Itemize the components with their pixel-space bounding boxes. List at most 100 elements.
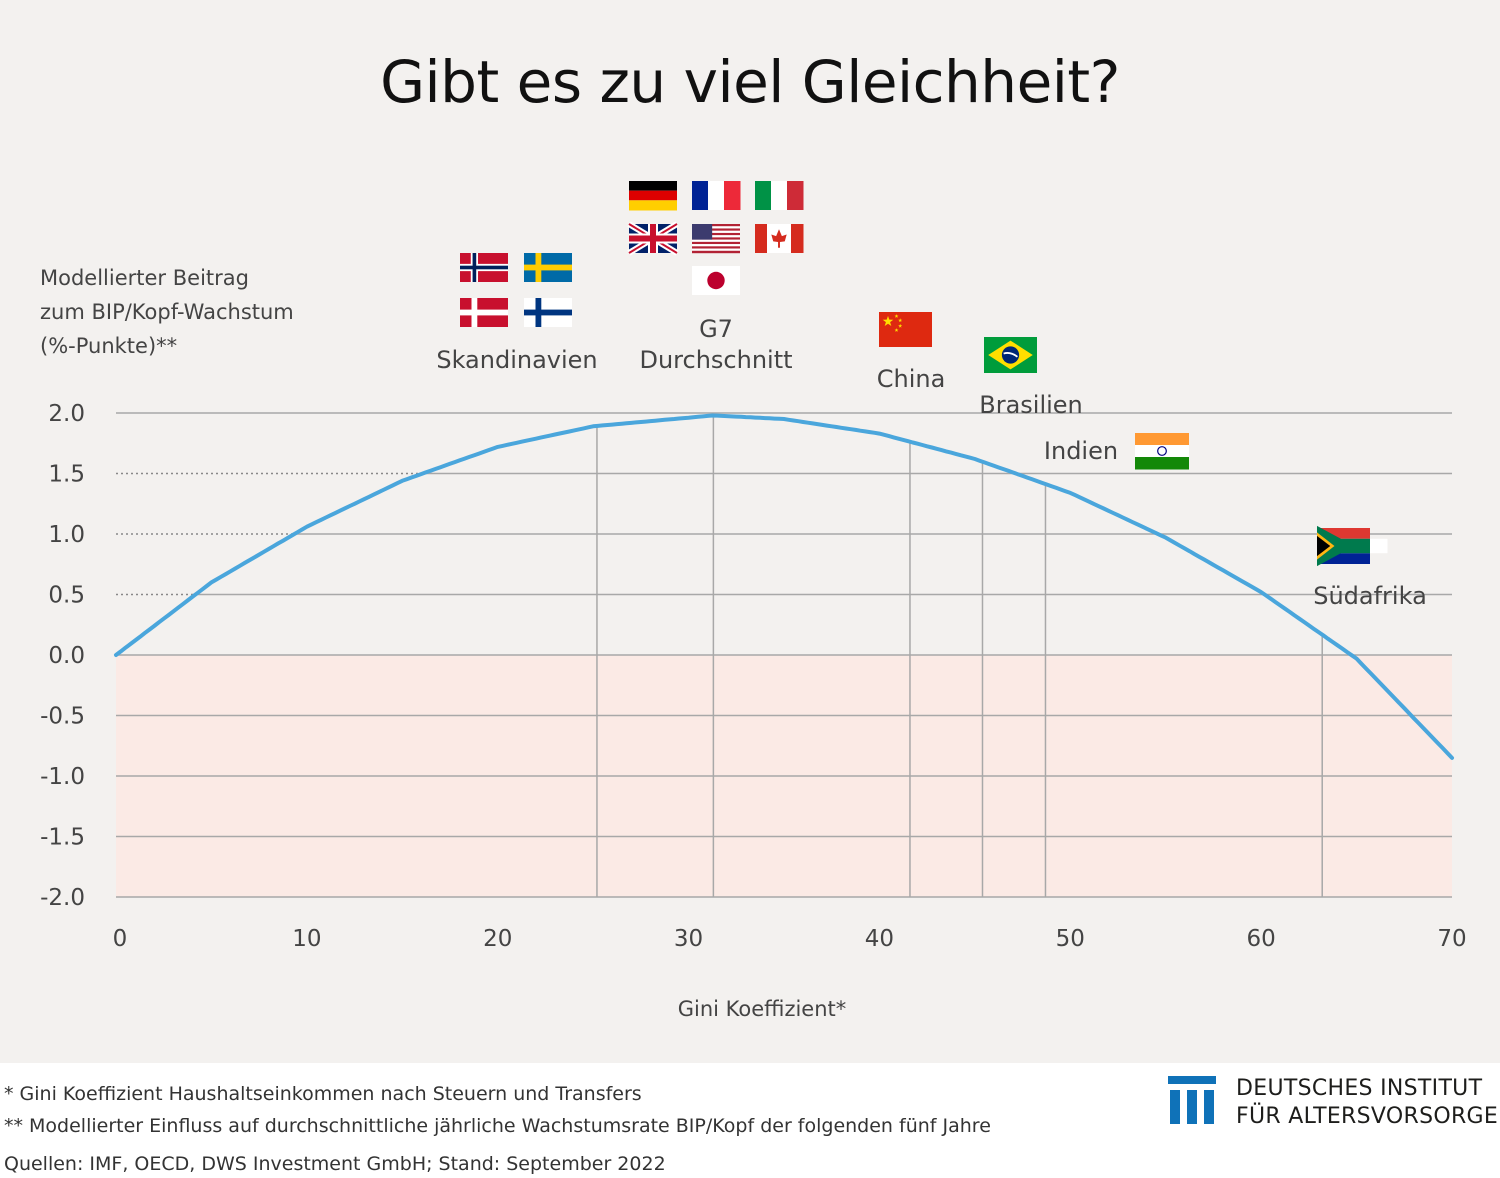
flag-part	[692, 241, 740, 245]
chart-svg: 2.0 1.5 1.0 0.5 0.0 -0.5 -1.0 -1.5 -2.0 0 10 20 30 40…	[40, 181, 1467, 1021]
flag-part	[692, 248, 740, 251]
indien-label: Indien	[1044, 437, 1118, 465]
flag-part	[755, 224, 767, 253]
y-tick-label: 0.5	[48, 583, 85, 609]
flag-part	[1317, 535, 1331, 557]
flag-part	[692, 235, 740, 238]
china-label: China	[877, 365, 946, 393]
g7-label-line-2: Durchschnitt	[639, 346, 792, 374]
x-tick-label: 50	[1056, 926, 1085, 952]
flag-part	[692, 226, 740, 229]
china-flag	[879, 312, 932, 347]
flag-part	[1317, 525, 1370, 567]
dia-logo-icon	[1168, 1076, 1216, 1124]
flag-part	[629, 200, 677, 211]
logo-text-line-1: DEUTSCHES INSTITUT	[1236, 1076, 1483, 1101]
flag-part	[629, 190, 677, 201]
flag-part	[692, 239, 740, 243]
france-flag	[692, 181, 741, 210]
japan-flag	[692, 266, 740, 295]
x-tick-label: 40	[865, 926, 894, 952]
x-tick-label: 0	[113, 926, 128, 952]
brasilien-label: Brasilien	[979, 391, 1083, 419]
flag-part	[879, 312, 932, 347]
flag-part	[1135, 433, 1189, 445]
y-axis-label-line-2: zum BIP/Kopf-Wachstum	[40, 300, 294, 324]
x-tick-label: 70	[1437, 926, 1466, 952]
suedafrika-label: Südafrika	[1313, 582, 1427, 610]
india-flag	[1135, 433, 1189, 470]
footnote-gini: * Gini Koeffizient Haushaltseinkommen na…	[4, 1083, 642, 1105]
y-axis-label-line-1: Modellierter Beitrag	[40, 266, 249, 290]
flag-part	[894, 314, 899, 318]
flag-part	[692, 244, 740, 247]
footnote-sources: Quellen: IMF, OECD, DWS Investment GmbH;…	[4, 1153, 666, 1175]
finland-flag	[524, 298, 572, 327]
flag-part	[692, 237, 740, 240]
flag-part	[787, 181, 804, 210]
y-tick-label: 1.0	[48, 522, 85, 548]
flag-part	[692, 246, 740, 249]
logo-text-line-2: FÜR ALTERSVORSORGE	[1236, 1104, 1499, 1129]
flag-part	[692, 250, 740, 254]
flag-part	[771, 229, 787, 248]
footnote-model: ** Modellierter Einfluss auf durchschnit…	[4, 1115, 991, 1137]
flag-part	[1157, 446, 1167, 456]
y-tick-label: 2.0	[48, 401, 85, 427]
flag-part	[708, 181, 724, 210]
south-africa-flag	[1317, 525, 1388, 567]
flag-part	[898, 318, 903, 323]
italy-flag	[755, 181, 804, 210]
flag-part	[460, 309, 508, 316]
x-tick-label: 10	[292, 926, 321, 952]
flag-part	[524, 264, 572, 271]
y-axis-label-line-3: (%-Punkte)**	[40, 334, 178, 358]
flag-part	[1135, 457, 1189, 470]
flag-part	[707, 271, 725, 290]
flag-part	[524, 309, 572, 316]
flag-part	[791, 224, 804, 253]
brazil-flag	[984, 337, 1037, 373]
uk-flag	[627, 221, 679, 256]
flag-part	[755, 181, 771, 210]
norway-flag	[460, 253, 508, 282]
flag-part	[1001, 346, 1020, 364]
logo-pillar	[1204, 1090, 1214, 1124]
flag-part	[692, 228, 740, 231]
flag-part	[629, 181, 677, 191]
flag-part	[692, 232, 740, 236]
logo-pillar	[1187, 1090, 1197, 1124]
g7-label: G7	[699, 315, 733, 343]
flag-part	[692, 230, 740, 234]
flag-part	[1135, 445, 1189, 457]
logo-bar	[1168, 1076, 1216, 1084]
page-title: Gibt es zu viel Gleichheit?	[380, 48, 1120, 116]
flag-part	[692, 224, 740, 227]
usa-flag	[692, 224, 740, 254]
x-tick-label: 30	[674, 926, 703, 952]
canada-flag	[755, 224, 804, 253]
y-tick-label: -2.0	[40, 885, 85, 911]
flag-part	[1003, 352, 1018, 358]
x-axis-title: Gini Koeffizient*	[678, 997, 847, 1021]
flag-part	[894, 328, 899, 332]
y-tick-label: 0.0	[48, 643, 85, 669]
y-tick-label: 1.5	[48, 462, 85, 488]
sweden-flag	[524, 253, 572, 282]
flag-part	[692, 224, 713, 240]
gini-growth-curve	[114, 413, 1454, 760]
logo-pillar	[1170, 1090, 1180, 1124]
y-tick-label: -1.5	[40, 825, 85, 851]
flag-part	[629, 235, 677, 242]
x-tick-label: 20	[483, 926, 512, 952]
y-tick-label: -0.5	[40, 704, 85, 730]
flag-part	[771, 181, 787, 210]
skandinavien-label: Skandinavien	[436, 346, 597, 374]
flag-part	[724, 181, 741, 210]
flag-part	[898, 323, 903, 328]
flag-part	[460, 265, 508, 270]
flag-part	[882, 315, 894, 326]
y-tick-label: -1.0	[40, 764, 85, 790]
x-tick-label: 60	[1247, 926, 1276, 952]
flag-part	[692, 181, 708, 210]
